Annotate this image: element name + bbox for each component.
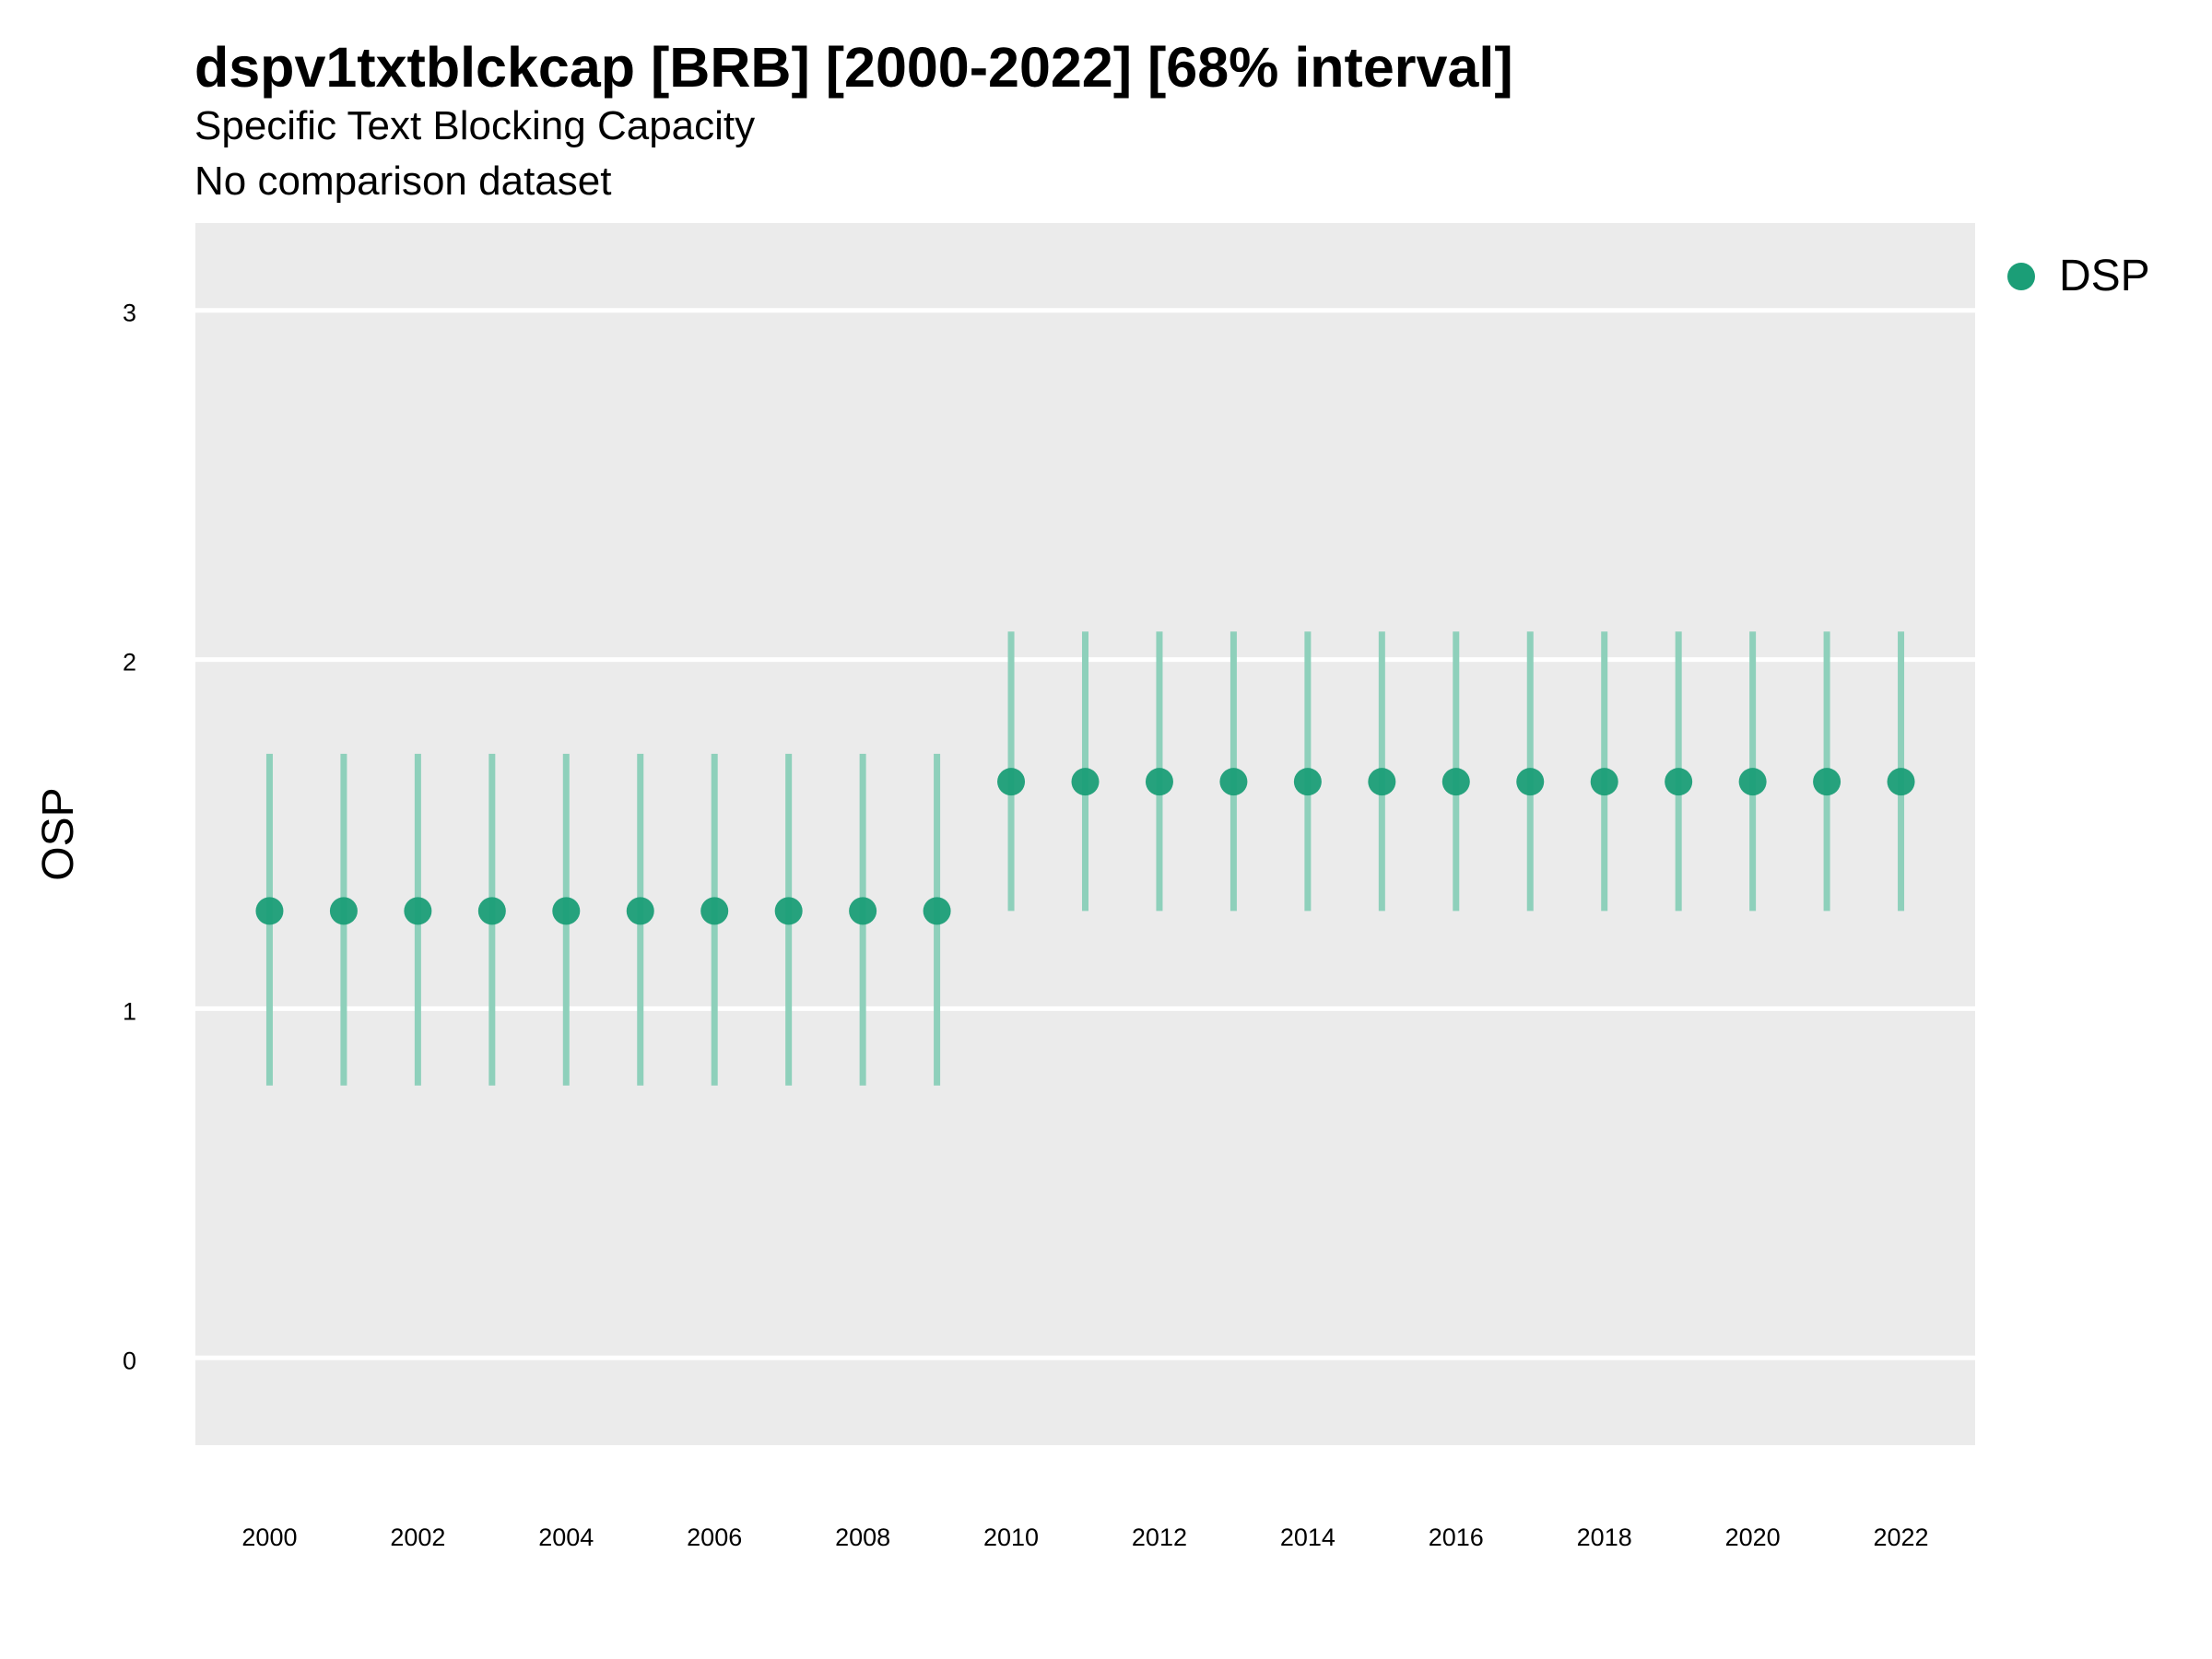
data-point: [1368, 768, 1396, 796]
data-point: [1665, 768, 1693, 796]
y-tick-label: 1: [123, 997, 136, 1025]
data-point: [255, 897, 284, 925]
chart-subtitle: Specific Text Blocking Capacity: [194, 103, 756, 148]
x-tick-label: 2004: [538, 1524, 594, 1551]
data-point: [700, 897, 729, 925]
x-tick-label: 2012: [1132, 1524, 1187, 1551]
data-point: [997, 768, 1026, 796]
x-axis-ticks: 2000 2002 2004 2006 2008 2010 2012 2014 2016 2018…: [241, 1524, 1928, 1551]
data-point: [774, 897, 803, 925]
x-tick-label: 2010: [983, 1524, 1039, 1551]
data-point: [849, 897, 877, 925]
chart-title: dspv1txtblckcap [BRB] [2000-2022] [68% i…: [194, 36, 1513, 99]
x-tick-label: 2008: [835, 1524, 890, 1551]
data-point: [477, 897, 506, 925]
x-tick-label: 2006: [687, 1524, 742, 1551]
x-tick-label: 2016: [1429, 1524, 1484, 1551]
data-point: [404, 897, 432, 925]
x-tick-label: 2014: [1280, 1524, 1335, 1551]
data-point: [1145, 768, 1173, 796]
x-tick-label: 2022: [1874, 1524, 1929, 1551]
y-axis-label: OSP: [34, 787, 83, 880]
legend-label: DSP: [2059, 252, 2150, 300]
y-tick-label: 0: [123, 1347, 136, 1374]
data-point: [552, 897, 581, 925]
chart-caption: No comparison dataset: [194, 159, 612, 204]
x-tick-label: 2002: [390, 1524, 445, 1551]
data-point: [1887, 768, 1915, 796]
data-point: [329, 897, 358, 925]
y-axis-ticks: 0 1 2 3: [123, 300, 136, 1375]
data-point: [923, 897, 951, 925]
x-tick-label: 2000: [241, 1524, 297, 1551]
y-tick-label: 3: [123, 300, 136, 327]
data-point: [1293, 768, 1322, 796]
x-tick-label: 2018: [1577, 1524, 1632, 1551]
data-point: [1590, 768, 1618, 796]
data-point: [626, 897, 654, 925]
data-points: [255, 768, 1915, 925]
data-point: [1516, 768, 1545, 796]
data-point: [1071, 768, 1100, 796]
x-tick-label: 2020: [1725, 1524, 1781, 1551]
data-point: [1219, 768, 1248, 796]
legend: DSP: [2007, 251, 2150, 301]
data-point: [1441, 768, 1470, 796]
y-tick-label: 2: [123, 649, 136, 677]
data-point: [1738, 768, 1767, 796]
legend-key-icon: [2007, 262, 2035, 290]
data-point: [1813, 768, 1841, 796]
